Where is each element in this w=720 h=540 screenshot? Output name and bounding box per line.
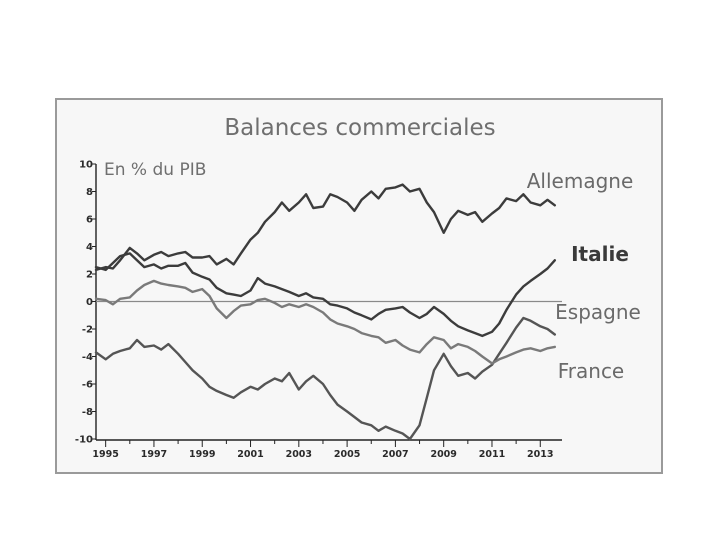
y-tick-label: 2 — [86, 270, 93, 281]
x-tick-label: 1995 — [92, 449, 118, 460]
y-tick-label: 8 — [86, 187, 93, 198]
series-label-italie: Italie — [571, 242, 629, 266]
series-line-allemagne — [94, 183, 556, 272]
y-tick-label: -10 — [75, 435, 93, 446]
series-line-espagne — [94, 316, 556, 441]
x-tick-label: 2005 — [334, 449, 360, 460]
series-labels: Allemagne Italie Espagne France — [527, 169, 641, 383]
x-tick-label: 2009 — [430, 449, 456, 460]
series-label-france: France — [558, 359, 625, 383]
axes: 10 8 6 4 2 0 -2 -4 -6 -8 -10 1995 1997 1999 2001 2003 20… — [75, 160, 562, 460]
y-tick-label: 10 — [79, 160, 93, 171]
x-tick-label: 1997 — [141, 449, 167, 460]
series-line-italie — [94, 252, 556, 338]
series-label-espagne: Espagne — [555, 300, 641, 324]
unit-label: En % du PIB — [104, 160, 206, 180]
y-tick-label: -6 — [82, 380, 93, 391]
y-tick-label: -2 — [82, 325, 93, 336]
x-tick-label: 1999 — [189, 449, 215, 460]
series-label-allemagne: Allemagne — [527, 169, 634, 193]
y-tick-label: -4 — [82, 352, 93, 363]
y-tick-label: -8 — [82, 407, 93, 418]
y-tick-label: 4 — [86, 242, 93, 253]
y-tick-label: 0 — [86, 297, 93, 308]
chart-title: Balances commerciales — [224, 115, 495, 141]
x-tick-label: 2001 — [237, 449, 263, 460]
x-tick-label: 2011 — [479, 449, 505, 460]
chart-frame — [55, 98, 663, 474]
series-line-france — [94, 279, 556, 365]
x-tick-label: 2007 — [382, 449, 408, 460]
series-lines — [94, 183, 556, 441]
x-tick-label: 2013 — [527, 449, 553, 460]
x-tick-label: 2003 — [286, 449, 312, 460]
y-tick-label: 6 — [86, 215, 93, 226]
